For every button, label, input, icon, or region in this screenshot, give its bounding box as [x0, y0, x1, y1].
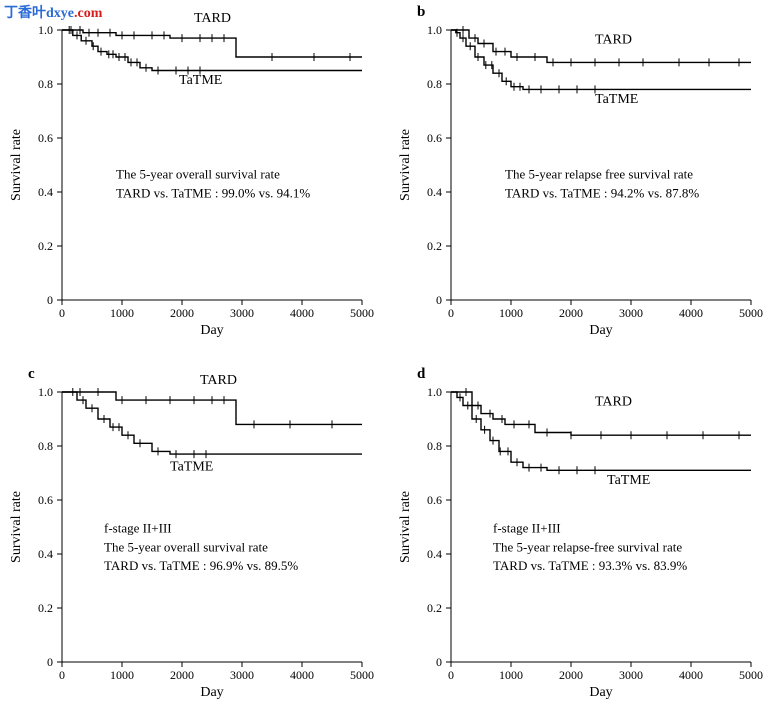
svg-text:0: 0 — [59, 668, 65, 682]
svg-text:3000: 3000 — [619, 306, 643, 320]
svg-text:0.2: 0.2 — [38, 601, 53, 615]
svg-text:0.6: 0.6 — [38, 131, 53, 145]
svg-text:TARD: TARD — [595, 33, 632, 48]
panel-c: c 0 1000 2000 3000 4000 5000 0 0.2 0.4 0.6 0.8 1.0 D… — [0, 362, 389, 724]
svg-text:0.2: 0.2 — [427, 601, 442, 615]
svg-text:TARD vs. TaTME : 99.0% vs. 94.: TARD vs. TaTME : 99.0% vs. 94.1% — [116, 185, 310, 200]
svg-text:0.8: 0.8 — [38, 77, 53, 91]
svg-text:1.0: 1.0 — [427, 385, 442, 399]
svg-text:0.2: 0.2 — [427, 239, 442, 253]
svg-text:TARD vs. TaTME : 93.3% vs. 83.: TARD vs. TaTME : 93.3% vs. 83.9% — [493, 558, 687, 573]
svg-text:Survival rate: Survival rate — [398, 491, 413, 563]
svg-text:2000: 2000 — [559, 306, 583, 320]
panel-grid: 0 1000 2000 3000 4000 5000 0 0.2 0.4 0.6 0.8 1.0 Day… — [0, 0, 778, 724]
svg-text:5000: 5000 — [739, 668, 763, 682]
panel-label-b: b — [417, 4, 425, 21]
svg-text:4000: 4000 — [290, 668, 314, 682]
svg-text:1000: 1000 — [110, 306, 134, 320]
svg-text:Day: Day — [589, 685, 612, 700]
panel-d: d 0 1000 2000 3000 4000 5000 0 0.2 0.4 0.6 0.8 1.0 D… — [389, 362, 778, 724]
svg-text:1.0: 1.0 — [38, 385, 53, 399]
svg-text:TaTME: TaTME — [607, 473, 650, 488]
svg-text:0.2: 0.2 — [38, 239, 53, 253]
svg-text:Survival rate: Survival rate — [398, 129, 413, 201]
svg-text:The 5-year relapse-free survi: The 5-year relapse-free survival rate — [493, 539, 682, 554]
svg-text:TARD vs. TaTME : 96.9% vs. 89.: TARD vs. TaTME : 96.9% vs. 89.5% — [104, 558, 298, 573]
svg-text:1.0: 1.0 — [38, 23, 53, 37]
svg-text:Day: Day — [589, 323, 612, 338]
svg-text:Day: Day — [200, 685, 223, 700]
chart-c: 0 1000 2000 3000 4000 5000 0 0.2 0.4 0.6 0.8 1.0 Day… — [0, 362, 389, 724]
svg-text:The 5-year overall survival ra: The 5-year overall survival rate — [104, 539, 268, 554]
svg-text:3000: 3000 — [230, 668, 254, 682]
svg-text:f-stage II+III: f-stage II+III — [104, 520, 172, 535]
svg-text:4000: 4000 — [679, 668, 703, 682]
svg-text:0: 0 — [59, 306, 65, 320]
svg-text:0.4: 0.4 — [427, 185, 442, 199]
svg-text:1.0: 1.0 — [427, 23, 442, 37]
chart-a: 0 1000 2000 3000 4000 5000 0 0.2 0.4 0.6 0.8 1.0 Day… — [0, 0, 389, 362]
svg-text:3000: 3000 — [619, 668, 643, 682]
svg-text:0.8: 0.8 — [427, 77, 442, 91]
svg-text:The 5-year relapse free surviv: The 5-year relapse free survival rate — [505, 167, 693, 182]
panel-a: 0 1000 2000 3000 4000 5000 0 0.2 0.4 0.6 0.8 1.0 Day… — [0, 0, 389, 362]
svg-text:0.8: 0.8 — [427, 439, 442, 453]
svg-text:0.6: 0.6 — [427, 493, 442, 507]
svg-text:Survival rate: Survival rate — [9, 491, 24, 563]
svg-text:TARD vs. TaTME : 94.2% vs. 87.: TARD vs. TaTME : 94.2% vs. 87.8% — [505, 185, 699, 200]
svg-text:2000: 2000 — [170, 306, 194, 320]
svg-text:Survival rate: Survival rate — [9, 129, 24, 201]
svg-text:0.6: 0.6 — [38, 493, 53, 507]
chart-b: 0 1000 2000 3000 4000 5000 0 0.2 0.4 0.6 0.8 1.0 Day… — [389, 0, 778, 362]
chart-d: 0 1000 2000 3000 4000 5000 0 0.2 0.4 0.6 0.8 1.0 Day… — [389, 362, 778, 724]
svg-text:TaTME: TaTME — [595, 92, 638, 107]
svg-text:1000: 1000 — [499, 668, 523, 682]
svg-text:5000: 5000 — [350, 668, 374, 682]
svg-text:TaTME: TaTME — [179, 73, 222, 88]
svg-text:Day: Day — [200, 323, 223, 338]
svg-text:0.4: 0.4 — [427, 547, 442, 561]
svg-text:1000: 1000 — [110, 668, 134, 682]
svg-text:The 5-year overall survival ra: The 5-year overall survival rate — [116, 167, 280, 182]
svg-text:TARD: TARD — [200, 373, 237, 388]
svg-text:2000: 2000 — [170, 668, 194, 682]
svg-text:0.4: 0.4 — [38, 185, 53, 199]
svg-text:TARD: TARD — [595, 395, 632, 410]
svg-text:2000: 2000 — [559, 668, 583, 682]
svg-text:0: 0 — [448, 668, 454, 682]
svg-text:0.8: 0.8 — [38, 439, 53, 453]
svg-text:5000: 5000 — [350, 306, 374, 320]
svg-text:4000: 4000 — [679, 306, 703, 320]
svg-text:0: 0 — [436, 655, 442, 669]
svg-text:5000: 5000 — [739, 306, 763, 320]
svg-text:0.6: 0.6 — [427, 131, 442, 145]
svg-text:f-stage II+III: f-stage II+III — [493, 520, 561, 535]
svg-text:1000: 1000 — [499, 306, 523, 320]
panel-label-d: d — [417, 366, 425, 383]
svg-text:0: 0 — [47, 293, 53, 307]
svg-text:3000: 3000 — [230, 306, 254, 320]
svg-text:TaTME: TaTME — [170, 459, 213, 474]
svg-text:4000: 4000 — [290, 306, 314, 320]
svg-text:0.4: 0.4 — [38, 547, 53, 561]
svg-text:TARD: TARD — [194, 11, 231, 26]
svg-text:0: 0 — [47, 655, 53, 669]
svg-text:0: 0 — [436, 293, 442, 307]
svg-text:0: 0 — [448, 306, 454, 320]
panel-b: b 0 1000 2000 3000 4000 5000 0 0.2 0.4 0.6 0.8 1.0 D… — [389, 0, 778, 362]
panel-label-c: c — [28, 366, 35, 383]
